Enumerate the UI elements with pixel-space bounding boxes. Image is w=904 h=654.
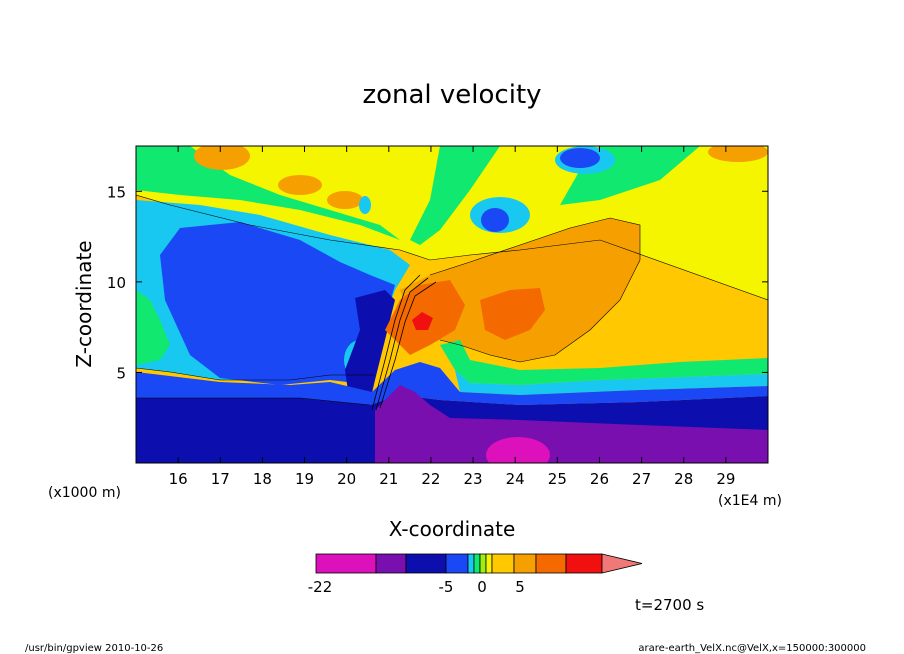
colorbar-extend-arrow: [601, 553, 643, 574]
colorbar-tick-label: 0: [477, 578, 487, 596]
colorbar: [315, 553, 643, 574]
colorbar-segment: [467, 553, 475, 574]
y-tick-label: 5: [116, 364, 126, 382]
contour-field: [136, 146, 768, 463]
x-tick-label: 18: [253, 470, 272, 488]
colorbar-segment: [405, 553, 447, 574]
colorbar-segment: [485, 553, 493, 574]
x-tick-label: 23: [464, 470, 483, 488]
x-unit-right: (x1E4 m): [718, 493, 782, 509]
colorbar-tick-label: 5: [515, 578, 525, 596]
colorbar-segment: [445, 553, 469, 574]
x-axis-label: X-coordinate: [389, 517, 516, 541]
x-tick-label: 26: [590, 470, 609, 488]
colorbar-segment: [479, 553, 487, 574]
x-tick-label: 25: [548, 470, 567, 488]
x-tick-label: 24: [506, 470, 525, 488]
x-tick-label: 28: [674, 470, 693, 488]
time-label: t=2700 s: [635, 596, 704, 614]
x-tick-label: 16: [169, 470, 188, 488]
plot-frame: [135, 145, 769, 464]
contour-lines: [136, 194, 768, 406]
x-tick-label: 27: [632, 470, 651, 488]
footer-right: arare-earth_VelX.nc@VelX,x=150000:300000: [638, 643, 866, 654]
colorbar-segment: [513, 553, 537, 574]
x-tick-label: 21: [379, 470, 398, 488]
x-tick-label: 20: [337, 470, 356, 488]
colorbar-segment: [473, 553, 481, 574]
x-unit-left: (x1000 m): [48, 485, 121, 501]
colorbar-tick-label: -22: [308, 578, 333, 596]
footer-left: /usr/bin/gpview 2010-10-26: [25, 643, 163, 654]
colorbar-segment: [491, 553, 515, 574]
x-tick-label: 22: [421, 470, 440, 488]
x-tick-label: 19: [295, 470, 314, 488]
y-axis-label: Z-coordinate: [72, 240, 96, 367]
colorbar-segment: [375, 553, 407, 574]
x-axis: 16 17 18 19 20 21 22 23 24 25 26 27 28 29: [169, 146, 735, 488]
colorbar-tick-label: -5: [439, 578, 454, 596]
x-tick-label: 29: [716, 470, 735, 488]
y-tick-label: 15: [107, 183, 126, 201]
colorbar-segment: [535, 553, 567, 574]
x-tick-label: 17: [211, 470, 230, 488]
colorbar-ticks: -22 -5 0 5: [308, 578, 525, 596]
colorbar-segment: [565, 553, 603, 574]
chart-title: zonal velocity: [362, 80, 541, 110]
y-axis: 5 10 15: [107, 183, 768, 382]
y-tick-label: 10: [107, 274, 126, 292]
colorbar-segment: [315, 553, 377, 574]
